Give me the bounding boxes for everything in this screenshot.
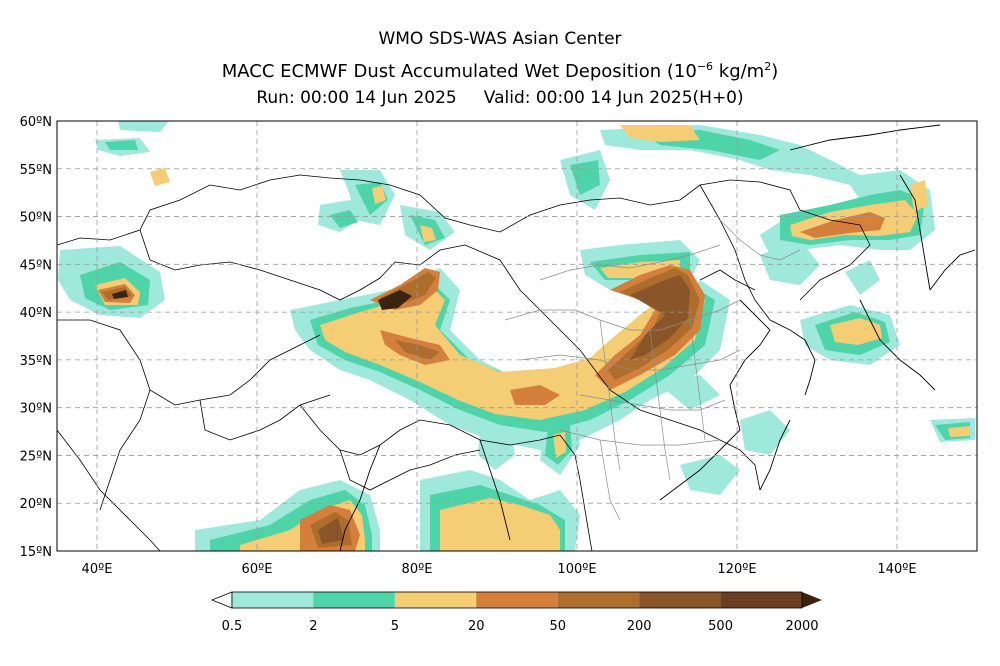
colorbar-level-label: 2000 <box>785 619 818 634</box>
coastlines <box>339 124 976 551</box>
lat-tick-label: 50ºN <box>20 211 52 226</box>
colorbar-level-label: 20 <box>468 619 485 634</box>
colorbar-swatch <box>394 592 477 608</box>
colorbar-swatch <box>720 592 802 608</box>
deposition-shading-200-500 <box>318 275 690 544</box>
colorbar-level-label: 200 <box>627 619 652 634</box>
deposition-shading-500-2000 <box>112 290 412 310</box>
latitude-tick-labels: 60ºN 55ºN 50ºN 45ºN 40ºN 35ºN 30ºN 25ºN 20ºN 15ºN <box>20 115 52 560</box>
organization-title: WMO SDS-WAS Asian Center <box>378 29 622 49</box>
lat-tick-label: 35ºN <box>20 354 52 369</box>
colorbar-labels: 0.5 2 5 20 50 200 500 2000 <box>222 619 819 634</box>
lon-tick-label: 60ºE <box>242 562 273 577</box>
country-borders <box>57 174 871 551</box>
lat-tick-label: 60ºN <box>20 115 52 130</box>
colorbar-level-label: 50 <box>549 619 566 634</box>
map-frame <box>56 120 978 552</box>
colorbar <box>210 591 822 609</box>
lat-tick-label: 25ºN <box>20 449 52 464</box>
colorbar-swatch <box>639 592 721 608</box>
colorbar-swatch <box>313 592 395 608</box>
colorbar-lower-extend <box>210 591 233 609</box>
colorbar-frame <box>231 591 803 609</box>
run-valid-line: Run: 00:00 14 Jun 2025 Valid: 00:00 14 J… <box>0 88 1000 108</box>
valid-time: Valid: 00:00 14 Jun 2025(H+0) <box>483 88 744 108</box>
lat-tick-label: 45ºN <box>20 258 52 273</box>
colorbar-swatch <box>557 592 640 608</box>
lon-tick-label: 140ºE <box>877 562 916 577</box>
map-area <box>57 121 977 551</box>
lat-tick-label: 15ºN <box>20 545 52 560</box>
colorbar-level-label: 500 <box>708 619 733 634</box>
colorbar-level-label: 5 <box>391 619 399 634</box>
colorbar-level-label: 2 <box>309 619 317 634</box>
product-title: MACC ECMWF Dust Accumulated Wet Depositi… <box>221 60 779 82</box>
lat-tick-label: 55ºN <box>20 163 52 178</box>
graticule <box>57 121 977 551</box>
colorbar-level-label: 0.5 <box>222 619 243 634</box>
lat-tick-label: 40ºN <box>20 306 52 321</box>
lon-tick-label: 120ºE <box>717 562 756 577</box>
longitude-tick-labels: 40ºE 60ºE 80ºE 100ºE 120ºE 140ºE <box>82 562 917 577</box>
lat-tick-label: 30ºN <box>20 402 52 417</box>
lon-tick-label: 40ºE <box>82 562 113 577</box>
colorbar-upper-extend <box>802 592 822 608</box>
lon-tick-label: 80ºE <box>402 562 433 577</box>
colorbar-swatch <box>232 592 314 608</box>
lat-tick-label: 20ºN <box>20 497 52 512</box>
colorbar-swatch <box>476 592 558 608</box>
lon-tick-label: 100ºE <box>557 562 596 577</box>
run-time: Run: 00:00 14 Jun 2025 <box>256 88 457 108</box>
